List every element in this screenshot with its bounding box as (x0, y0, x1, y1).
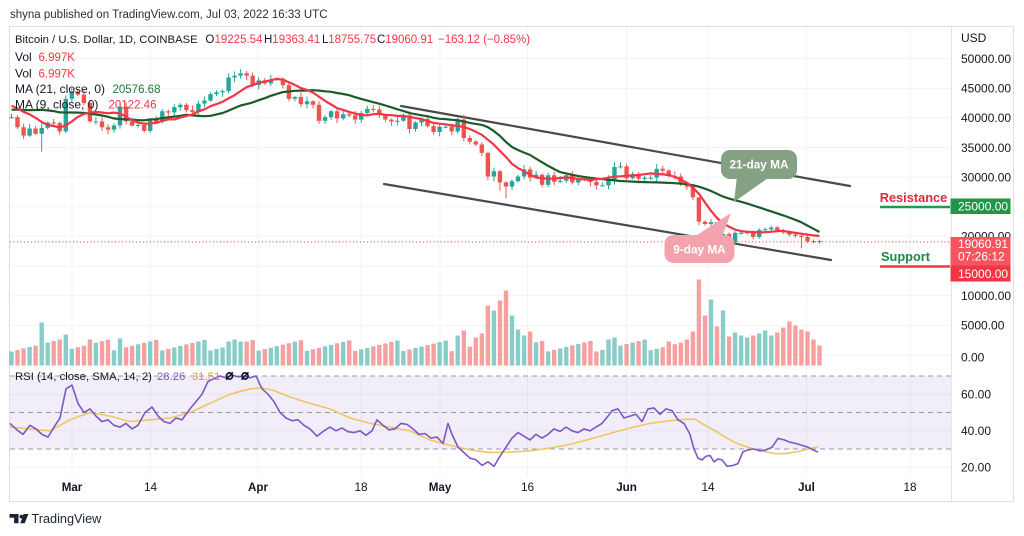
svg-text:Vol: Vol (15, 67, 32, 81)
svg-text:50000.00: 50000.00 (961, 52, 1011, 66)
svg-text:18: 18 (354, 480, 368, 494)
svg-text:30000.00: 30000.00 (961, 170, 1011, 184)
svg-text:L: L (322, 34, 329, 46)
svg-text:MA (9, close, 0): MA (9, close, 0) (15, 98, 98, 112)
svg-text:40.00: 40.00 (961, 424, 991, 438)
svg-text:16: 16 (521, 480, 535, 494)
svg-text:MA (21, close, 0): MA (21, close, 0) (15, 82, 105, 96)
svg-text:USD: USD (961, 31, 987, 45)
svg-text:19060.91: 19060.91 (385, 34, 433, 46)
svg-text:15000.00: 15000.00 (958, 267, 1008, 281)
svg-text:Support: Support (881, 249, 931, 264)
svg-text:C: C (377, 34, 385, 46)
svg-text:18: 18 (903, 480, 917, 494)
svg-text:25000.00: 25000.00 (958, 200, 1008, 214)
svg-text:19060.91: 19060.91 (958, 237, 1008, 251)
svg-text:shyna published on TradingView: shyna published on TradingView.com, Jul … (10, 9, 328, 21)
svg-text:Apr: Apr (248, 481, 268, 494)
svg-text:45000.00: 45000.00 (961, 82, 1011, 96)
svg-text:20122.46: 20122.46 (109, 100, 157, 112)
svg-text:20.00: 20.00 (961, 461, 991, 475)
svg-text:9-day MA: 9-day MA (673, 243, 726, 257)
svg-text:14: 14 (144, 480, 158, 494)
svg-text:Jul: Jul (798, 481, 815, 494)
svg-text:10000.00: 10000.00 (961, 289, 1011, 303)
svg-text:6.997K: 6.997K (39, 69, 76, 81)
svg-text:19225.54: 19225.54 (215, 34, 264, 46)
svg-text:28.26: 28.26 (157, 371, 185, 383)
svg-text:18755.75: 18755.75 (328, 34, 376, 46)
svg-text:5000.00: 5000.00 (961, 319, 1005, 333)
svg-text:19363.41: 19363.41 (272, 34, 320, 46)
svg-text:Vol: Vol (15, 50, 32, 64)
svg-text:20576.68: 20576.68 (113, 84, 161, 96)
svg-text:07:26:12: 07:26:12 (958, 250, 1005, 264)
svg-text:31.51: 31.51 (192, 371, 220, 383)
svg-text:6.997K: 6.997K (39, 52, 76, 64)
svg-text:0.00: 0.00 (961, 351, 985, 365)
svg-text:RSI (14, close, SMA, 14, 2): RSI (14, close, SMA, 14, 2) (15, 371, 152, 383)
svg-text:21-day MA: 21-day MA (729, 158, 788, 172)
svg-text:Jun: Jun (616, 481, 637, 494)
svg-text:TradingView: TradingView (32, 512, 103, 526)
svg-text:Bitcoin / U.S. Dollar, 1D, COI: Bitcoin / U.S. Dollar, 1D, COINBASE (15, 34, 198, 46)
svg-text:14: 14 (701, 480, 715, 494)
svg-text:60.00: 60.00 (961, 388, 991, 402)
svg-text:O: O (205, 34, 214, 46)
svg-text:May: May (429, 481, 452, 494)
svg-text:35000.00: 35000.00 (961, 141, 1011, 155)
svg-text:40000.00: 40000.00 (961, 111, 1011, 125)
svg-text:Mar: Mar (62, 481, 83, 494)
svg-text:Resistance: Resistance (880, 190, 948, 205)
svg-text:H: H (264, 34, 272, 46)
svg-text:−163.12 (−0.85%): −163.12 (−0.85%) (438, 34, 530, 46)
